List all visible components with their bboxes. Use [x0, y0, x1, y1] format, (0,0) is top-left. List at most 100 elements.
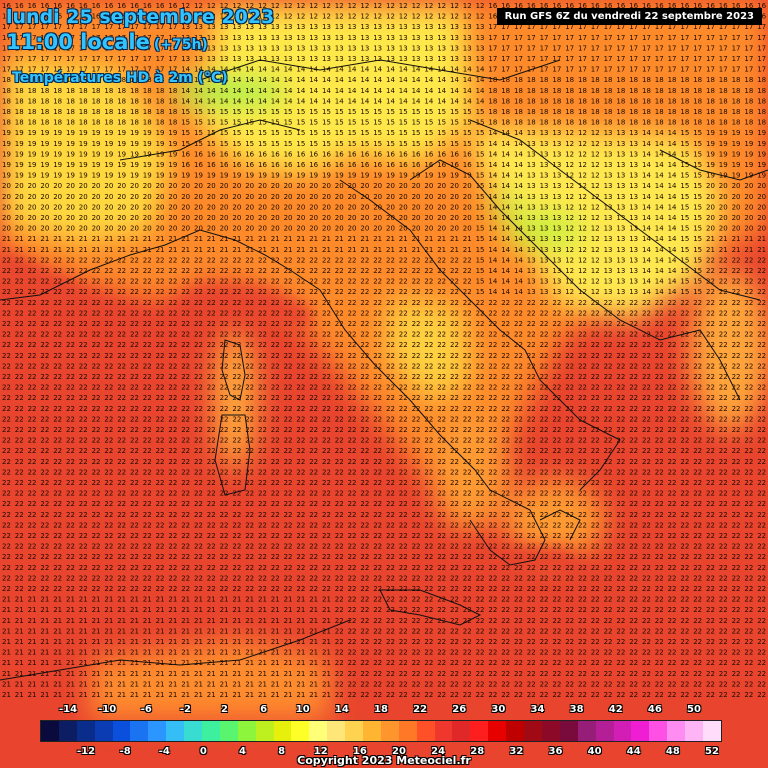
svg-text:22: 22	[79, 447, 88, 455]
svg-text:14: 14	[668, 182, 677, 190]
svg-text:22: 22	[386, 511, 395, 519]
svg-text:13: 13	[476, 44, 485, 52]
svg-text:22: 22	[66, 299, 75, 307]
svg-text:14: 14	[668, 150, 677, 158]
svg-text:19: 19	[296, 172, 305, 180]
svg-text:22: 22	[271, 490, 280, 498]
svg-text:14: 14	[501, 288, 510, 296]
svg-text:13: 13	[335, 55, 344, 63]
svg-text:15: 15	[437, 129, 446, 137]
svg-text:22: 22	[28, 267, 37, 275]
svg-text:22: 22	[386, 574, 395, 582]
svg-text:22: 22	[360, 267, 369, 275]
svg-text:17: 17	[28, 55, 37, 63]
svg-text:22: 22	[488, 627, 497, 635]
svg-text:22: 22	[642, 670, 651, 678]
svg-text:22: 22	[680, 341, 689, 349]
svg-text:19: 19	[732, 140, 741, 148]
svg-text:13: 13	[527, 150, 536, 158]
svg-text:22: 22	[604, 680, 613, 688]
svg-text:22: 22	[578, 415, 587, 423]
svg-text:22: 22	[552, 596, 561, 604]
svg-text:17: 17	[104, 34, 113, 42]
svg-text:22: 22	[437, 521, 446, 529]
svg-text:13: 13	[181, 23, 190, 31]
svg-text:20: 20	[53, 193, 62, 201]
svg-text:21: 21	[79, 596, 88, 604]
svg-text:22: 22	[130, 267, 139, 275]
svg-text:22: 22	[565, 352, 574, 360]
svg-text:21: 21	[194, 680, 203, 688]
svg-text:22: 22	[616, 309, 625, 317]
svg-text:22: 22	[40, 331, 49, 339]
svg-text:13: 13	[232, 23, 241, 31]
svg-text:22: 22	[578, 521, 587, 529]
svg-text:17: 17	[642, 66, 651, 74]
svg-text:15: 15	[348, 119, 357, 127]
svg-text:22: 22	[386, 437, 395, 445]
svg-text:22: 22	[181, 479, 190, 487]
svg-text:22: 22	[399, 352, 408, 360]
svg-text:18: 18	[501, 119, 510, 127]
svg-text:22: 22	[258, 362, 267, 370]
svg-text:22: 22	[412, 543, 421, 551]
svg-text:22: 22	[552, 415, 561, 423]
svg-text:22: 22	[552, 299, 561, 307]
svg-text:22: 22	[642, 415, 651, 423]
svg-text:22: 22	[386, 479, 395, 487]
svg-text:13: 13	[373, 44, 382, 52]
svg-text:15: 15	[284, 140, 293, 148]
svg-text:19: 19	[168, 172, 177, 180]
svg-text:22: 22	[501, 532, 510, 540]
svg-text:22: 22	[655, 447, 664, 455]
svg-text:20: 20	[271, 203, 280, 211]
svg-text:22: 22	[463, 606, 472, 614]
svg-text:22: 22	[309, 564, 318, 572]
svg-text:22: 22	[207, 553, 216, 561]
svg-text:22: 22	[399, 680, 408, 688]
svg-text:22: 22	[348, 288, 357, 296]
svg-text:20: 20	[92, 214, 101, 222]
svg-text:13: 13	[322, 23, 331, 31]
svg-text:13: 13	[604, 193, 613, 201]
svg-text:22: 22	[40, 447, 49, 455]
svg-text:22: 22	[104, 278, 113, 286]
svg-text:22: 22	[450, 320, 459, 328]
svg-text:22: 22	[424, 447, 433, 455]
svg-text:14: 14	[488, 150, 497, 158]
svg-text:16: 16	[463, 150, 472, 158]
svg-text:22: 22	[693, 458, 702, 466]
svg-text:22: 22	[437, 574, 446, 582]
svg-text:22: 22	[79, 309, 88, 317]
svg-text:22: 22	[309, 585, 318, 593]
svg-text:16: 16	[92, 2, 101, 10]
svg-text:22: 22	[450, 617, 459, 625]
svg-text:22: 22	[207, 458, 216, 466]
svg-text:22: 22	[565, 500, 574, 508]
svg-text:22: 22	[117, 511, 126, 519]
legend-label-bottom: 24	[431, 746, 446, 757]
svg-text:21: 21	[66, 638, 75, 646]
svg-text:22: 22	[476, 553, 485, 561]
svg-text:18: 18	[15, 119, 24, 127]
svg-text:22: 22	[668, 606, 677, 614]
svg-text:13: 13	[220, 23, 229, 31]
svg-text:13: 13	[540, 129, 549, 137]
svg-text:19: 19	[181, 172, 190, 180]
svg-text:22: 22	[28, 320, 37, 328]
svg-text:22: 22	[412, 564, 421, 572]
svg-text:22: 22	[220, 500, 229, 508]
svg-text:19: 19	[207, 172, 216, 180]
svg-text:22: 22	[373, 447, 382, 455]
svg-text:21: 21	[322, 638, 331, 646]
svg-text:20: 20	[706, 214, 715, 222]
svg-text:22: 22	[335, 331, 344, 339]
svg-text:13: 13	[616, 288, 625, 296]
svg-text:22: 22	[309, 405, 318, 413]
svg-text:22: 22	[79, 543, 88, 551]
legend-label-bottom: -8	[119, 746, 131, 757]
svg-text:22: 22	[706, 320, 715, 328]
svg-text:22: 22	[655, 437, 664, 445]
svg-text:21: 21	[130, 649, 139, 657]
svg-text:21: 21	[15, 691, 24, 699]
